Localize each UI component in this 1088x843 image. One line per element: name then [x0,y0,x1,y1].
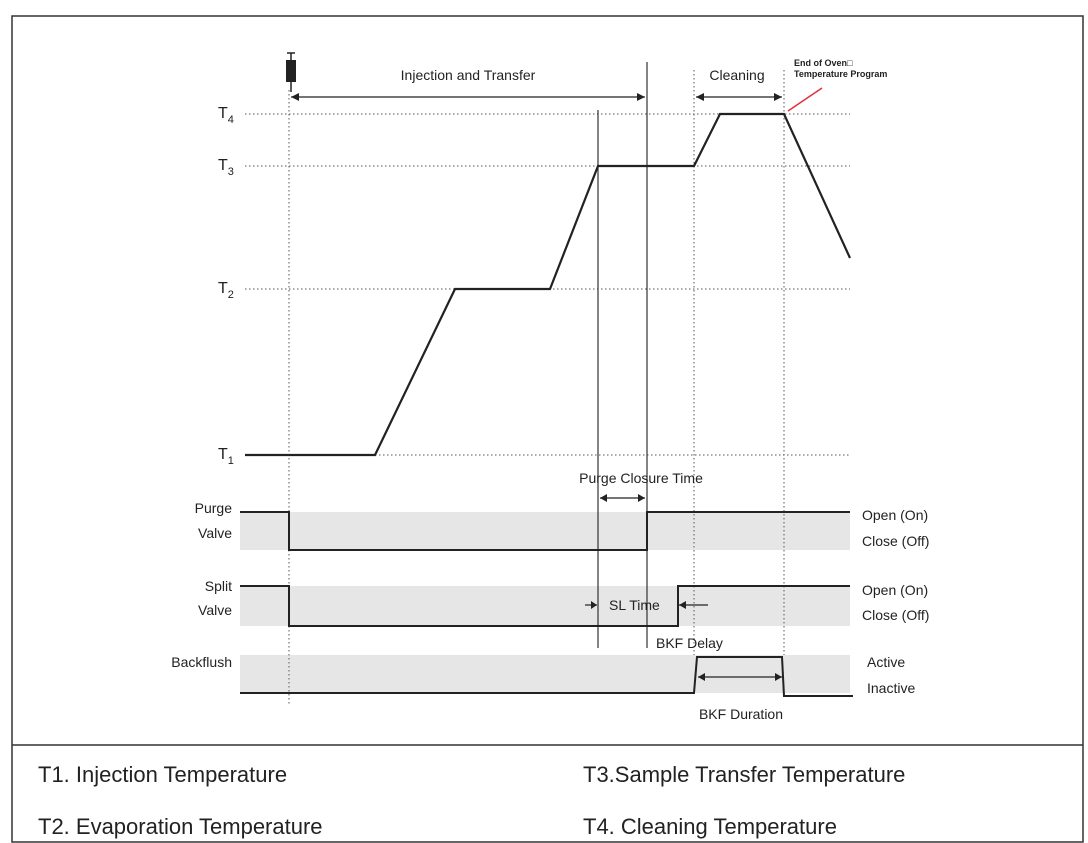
backflush-band [240,655,850,693]
syringe-icon [286,52,296,92]
injection-transfer-label: Injection and Transfer [401,67,536,83]
purge-closure-time-label: Purge Closure Time [579,470,703,486]
bkf-duration-arrow [698,673,782,681]
purge-open-label: Open (On) [862,507,928,523]
split-valve-trace [240,585,850,627]
event-markers [597,62,648,648]
purge-closure-arrow [600,494,645,502]
temperature-guides [245,113,850,456]
diagram-border [11,15,1084,843]
cleaning-label: Cleaning [709,67,764,83]
injection-transfer-arrow [291,93,645,101]
legend-t1: T1. Injection Temperature [38,762,287,787]
split-close-label: Close (Off) [862,607,929,623]
purge-valve-band [240,512,850,550]
t2-label: T2 [218,280,234,301]
backflush-inactive-label: Inactive [867,680,915,696]
split-valve-name-1: Split [205,578,232,594]
legend-t4: T4. Cleaning Temperature [583,814,837,839]
purge-valve-name-1: Purge [195,500,233,516]
purge-valve-name-2: Valve [198,525,232,541]
legend-t2: T2. Evaporation Temperature [38,814,323,839]
sl-time-label: SL Time [609,597,660,613]
backflush-trace [240,656,853,697]
split-valve-name-2: Valve [198,602,232,618]
sl-time-arrows [585,601,708,609]
end-of-oven-label-1: End of Oven□ [794,58,853,68]
t4-label: T4 [218,105,234,126]
split-valve-band [240,586,850,626]
t1-label: T1 [218,446,234,467]
purge-valve-trace [240,511,850,551]
end-of-oven-label-2: Temperature Program [794,69,887,79]
purge-close-label: Close (Off) [862,533,929,549]
bkf-delay-label: BKF Delay [656,635,723,651]
cleaning-arrow [696,93,782,101]
end-of-oven-pointer [787,87,823,112]
backflush-name: Backflush [171,654,232,670]
legend-t3: T3.Sample Transfer Temperature [583,762,905,787]
split-open-label: Open (On) [862,582,928,598]
oven-temperature-profile [245,112,851,457]
t3-label: T3 [218,157,234,178]
bkf-duration-label: BKF Duration [699,706,783,722]
backflush-active-label: Active [867,654,905,670]
